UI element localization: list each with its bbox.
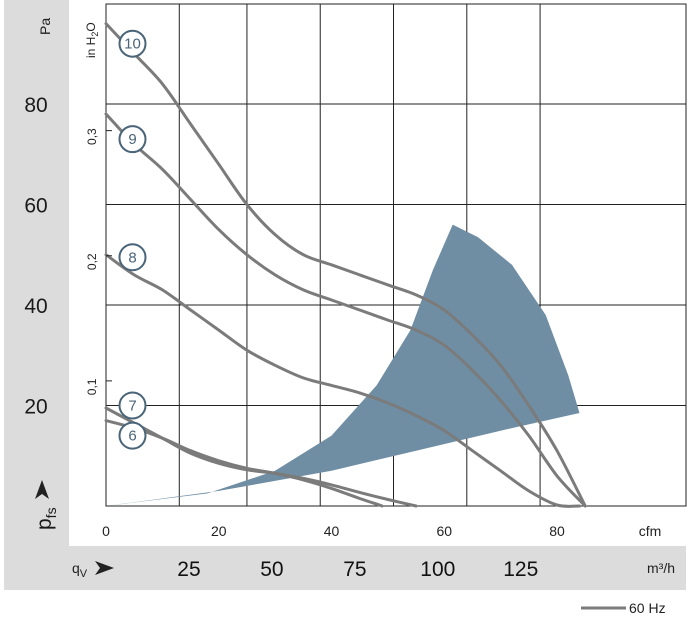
bottom-axis-panel	[4, 546, 686, 590]
svg-text:pfs: pfs	[33, 507, 59, 530]
curve-line-10	[104, 22, 587, 508]
curve-label-text: 6	[128, 428, 136, 445]
x-tick-label: 40	[324, 523, 340, 539]
curve-line-8	[104, 253, 581, 508]
y-tick-label: 60	[24, 195, 47, 218]
grid	[105, 3, 687, 507]
x-tick-label: 80	[549, 523, 565, 539]
y2-axis-unit: in H2O	[84, 22, 100, 58]
x2-tick-label: 50	[260, 558, 283, 581]
x2-axis-symbol: qV	[72, 560, 88, 580]
left-axis-panel	[4, 0, 69, 590]
y2-tick-label: 0,1	[85, 378, 99, 395]
curve-label-6: 6	[118, 421, 147, 450]
legend: 60 Hz	[581, 600, 666, 616]
x-axis-ticks: 0 20 40 60 80	[102, 523, 565, 539]
curve-label-9: 9	[118, 125, 147, 154]
x-tick-label: 0	[102, 523, 110, 539]
curve-label-text: 10	[124, 36, 141, 53]
curve-label-text: 9	[128, 131, 136, 148]
x2-tick-label: 125	[503, 558, 538, 581]
x-tick-label: 20	[211, 523, 227, 539]
y-axis-arrow-icon	[35, 480, 49, 499]
curve-line-9	[104, 112, 587, 508]
y-tick-label: 20	[24, 396, 47, 419]
curve-label-circle	[118, 29, 147, 58]
x2-axis-unit: m³/h	[647, 560, 675, 576]
y2-axis-ticks: 0,1 0,2 0,3	[85, 128, 112, 395]
curve-label-circle	[118, 125, 147, 154]
x2-axis-arrow-icon	[95, 561, 114, 575]
y-tick-label: 80	[24, 94, 47, 117]
y2-tick-label: 0,3	[85, 128, 99, 145]
legend-label: 60 Hz	[629, 600, 666, 616]
curve-label-text: 8	[128, 249, 136, 266]
curve-label-10: 10	[118, 29, 147, 58]
curve-series	[104, 22, 587, 508]
curve-label-circle	[118, 243, 147, 272]
curve-label-circle	[118, 421, 147, 450]
curve-label-text: 7	[128, 398, 136, 415]
x2-axis-ticks: 25 50 75 100 125	[177, 558, 538, 581]
y2-tick-label: 0,2	[85, 253, 99, 270]
curve-line-6	[104, 419, 384, 508]
curve-label-7: 7	[118, 391, 147, 420]
x2-tick-label: 25	[177, 558, 200, 581]
x-tick-label: 60	[436, 523, 452, 539]
curve-label-8: 8	[118, 243, 147, 272]
x2-tick-label: 100	[420, 558, 455, 581]
curve-label-circle	[118, 391, 147, 420]
y-axis-ticks: 20 40 60 80	[24, 94, 47, 419]
curve-labels: 10 9 8 7 6	[118, 29, 147, 450]
y-axis-symbol: pfs	[33, 507, 59, 530]
y-axis-unit: Pa	[37, 18, 53, 35]
operating-region-area	[106, 224, 580, 506]
operating-region	[106, 224, 580, 506]
x-axis-unit: cfm	[639, 523, 662, 539]
y-tick-label: 40	[24, 295, 47, 318]
x2-tick-label: 75	[343, 558, 366, 581]
